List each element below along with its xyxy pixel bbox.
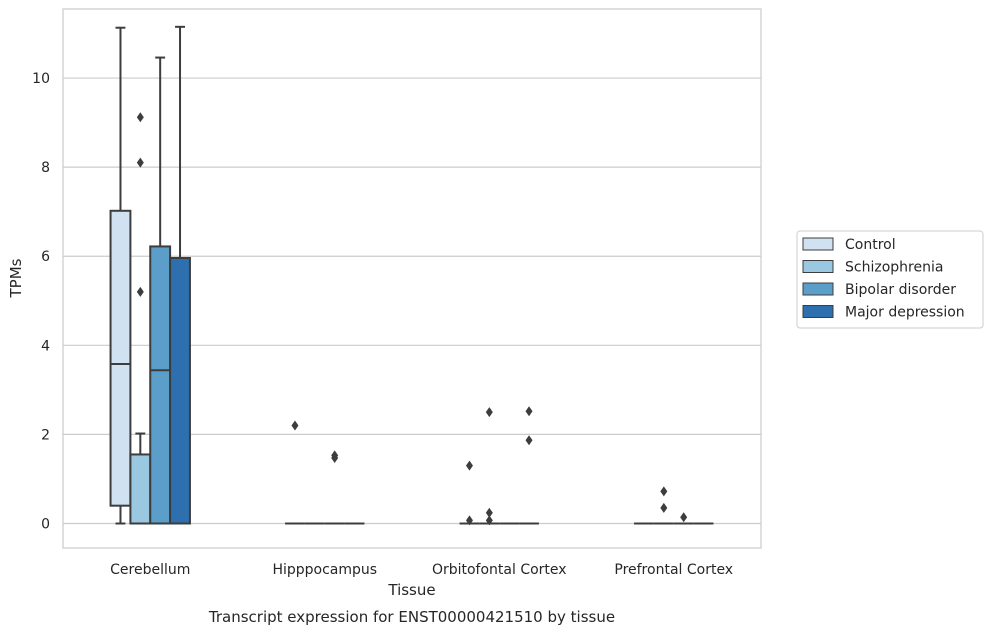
outlier-point — [465, 460, 473, 471]
box-schizophrenia — [129, 112, 152, 525]
y-tick-label: 2 — [41, 427, 50, 443]
outlier-point — [525, 435, 533, 446]
legend-frame — [796, 230, 984, 329]
box-body — [109, 209, 132, 507]
y-axis-ticks: 0 2 4 6 8 10 — [32, 71, 50, 532]
legend-label: Bipolar disorder — [845, 282, 956, 298]
x-tick-label: Prefrontal Cortex — [614, 562, 733, 578]
box-control — [459, 460, 480, 526]
outlier-point — [136, 286, 144, 297]
box-bipolar-disorder — [324, 450, 345, 525]
box-major-depression — [169, 25, 191, 525]
chart-caption: Transcript expression for ENST0000042151… — [208, 608, 615, 626]
box-schizophrenia — [653, 486, 674, 525]
box-body — [129, 453, 152, 525]
legend-swatch — [802, 282, 834, 296]
legend: Control Schizophrenia Bipolar disorder Majo… — [796, 230, 984, 329]
outlier-point — [680, 512, 688, 523]
x-tick-label: Orbitofontal Cortex — [432, 562, 567, 578]
y-tick-label: 8 — [41, 160, 50, 176]
legend-swatch — [802, 260, 834, 273]
legend-label: Major depression — [845, 305, 965, 321]
outlier-point — [660, 486, 668, 497]
x-tick-label: Cerebellum — [110, 562, 190, 578]
y-axis-label: TPMs — [7, 258, 25, 298]
y-tick-label: 10 — [32, 71, 50, 87]
outlier-point — [331, 450, 339, 461]
box-body — [169, 257, 191, 525]
box-control — [285, 420, 305, 525]
outlier-point — [485, 515, 493, 526]
plot-frame — [62, 8, 762, 549]
outlier-point — [291, 420, 299, 431]
box-schizophrenia — [479, 407, 500, 526]
legend-label: Schizophrenia — [845, 260, 943, 276]
y-tick-label: 0 — [41, 517, 50, 533]
x-axis-label: Tissue — [387, 581, 435, 599]
outlier-point — [485, 407, 493, 418]
box-control — [109, 26, 132, 525]
box-bipolar-disorder — [673, 512, 694, 525]
outlier-point — [660, 502, 668, 513]
outlier-point — [485, 507, 493, 518]
outlier-point — [136, 157, 144, 168]
legend-swatch — [802, 237, 834, 251]
box-plot-area — [109, 25, 714, 526]
y-tick-label: 6 — [41, 249, 50, 265]
legend-swatch — [802, 305, 834, 318]
outlier-point — [525, 406, 533, 417]
outlier-point — [136, 112, 144, 123]
outlier-point — [465, 515, 473, 526]
box-body — [149, 245, 172, 525]
legend-label: Control — [845, 237, 896, 253]
y-tick-label: 4 — [41, 338, 50, 354]
x-tick-label: Hipppocampus — [272, 562, 377, 578]
x-axis-ticks: Cerebellum Hipppocampus Orbitofontal Corte… — [110, 562, 733, 578]
box-bipolar-disorder — [149, 56, 172, 525]
box-major-depression — [519, 406, 539, 525]
